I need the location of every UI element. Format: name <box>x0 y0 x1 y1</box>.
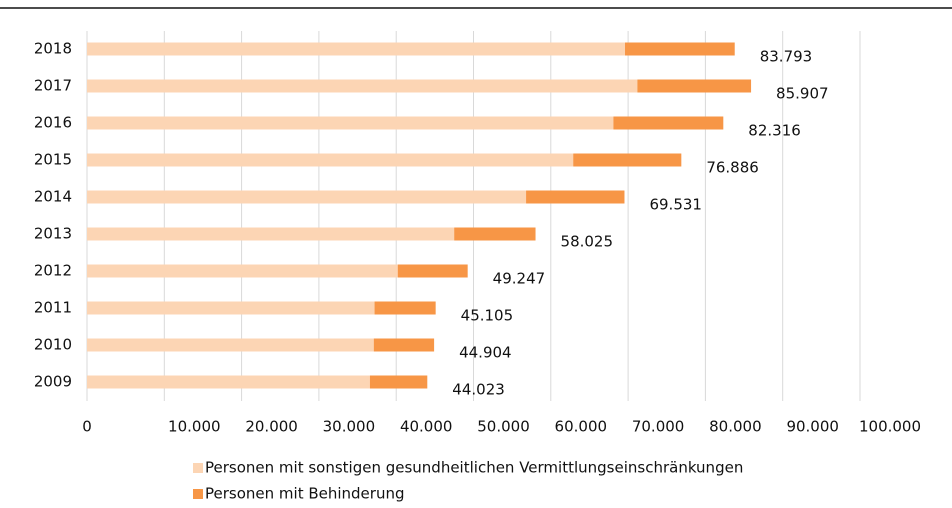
x-tick-label: 0 <box>82 418 92 436</box>
bar-segment <box>369 375 428 389</box>
total-label: 49.247 <box>493 270 546 288</box>
y-tick-label: 2012 <box>34 262 72 280</box>
bar-segment <box>87 42 626 56</box>
bar-segment <box>87 153 574 167</box>
bar-segment <box>526 190 625 204</box>
y-tick-label: 2016 <box>34 114 72 132</box>
bar-segment <box>87 301 375 315</box>
bar-segment <box>637 79 752 93</box>
x-tick-label: 50.000 <box>477 418 530 436</box>
legend-swatch <box>193 463 203 473</box>
bar-segment <box>87 338 374 352</box>
y-tick-label: 2017 <box>34 77 72 95</box>
bar-segment <box>373 338 435 352</box>
bar-segment <box>613 116 724 130</box>
x-tick-label: 90.000 <box>786 418 839 436</box>
total-label: 58.025 <box>561 233 614 251</box>
x-tick-label: 40.000 <box>400 418 453 436</box>
total-label: 85.907 <box>776 85 829 103</box>
bar-segment <box>397 264 468 278</box>
bar-segment <box>87 264 398 278</box>
bar-segment <box>87 227 455 241</box>
bar-segment <box>87 375 370 389</box>
x-tick-label: 80.000 <box>709 418 762 436</box>
x-tick-label: 70.000 <box>632 418 685 436</box>
bar-segment <box>87 116 614 130</box>
y-tick-label: 2014 <box>34 188 72 206</box>
bar-segment <box>87 79 638 93</box>
y-tick-label: 2010 <box>34 336 72 354</box>
x-tick-label: 60.000 <box>555 418 608 436</box>
total-label: 83.793 <box>760 48 813 66</box>
legend-label: Personen mit sonstigen gesundheitlichen … <box>205 459 743 477</box>
y-tick-label: 2011 <box>34 299 72 317</box>
y-tick-label: 2013 <box>34 225 72 243</box>
y-tick-label: 2018 <box>34 40 72 58</box>
bar-segment <box>87 190 527 204</box>
x-tick-label: 100.000 <box>859 418 921 436</box>
x-tick-label: 10.000 <box>168 418 221 436</box>
x-tick-label: 20.000 <box>245 418 298 436</box>
bar-segment <box>625 42 735 56</box>
y-tick-label: 2009 <box>34 373 72 391</box>
legend-swatch <box>193 489 203 499</box>
total-label: 44.023 <box>452 381 505 399</box>
bar-segment <box>374 301 436 315</box>
x-tick-label: 30.000 <box>323 418 376 436</box>
total-label: 45.105 <box>461 307 513 325</box>
bar-segment <box>454 227 536 241</box>
total-label: 44.904 <box>459 344 512 362</box>
legend-label: Personen mit Behinderung <box>205 485 405 503</box>
total-label: 69.531 <box>649 196 702 214</box>
bar-segment <box>573 153 682 167</box>
y-tick-label: 2015 <box>34 151 72 169</box>
total-label: 82.316 <box>748 122 801 140</box>
total-label: 76.886 <box>706 159 759 177</box>
